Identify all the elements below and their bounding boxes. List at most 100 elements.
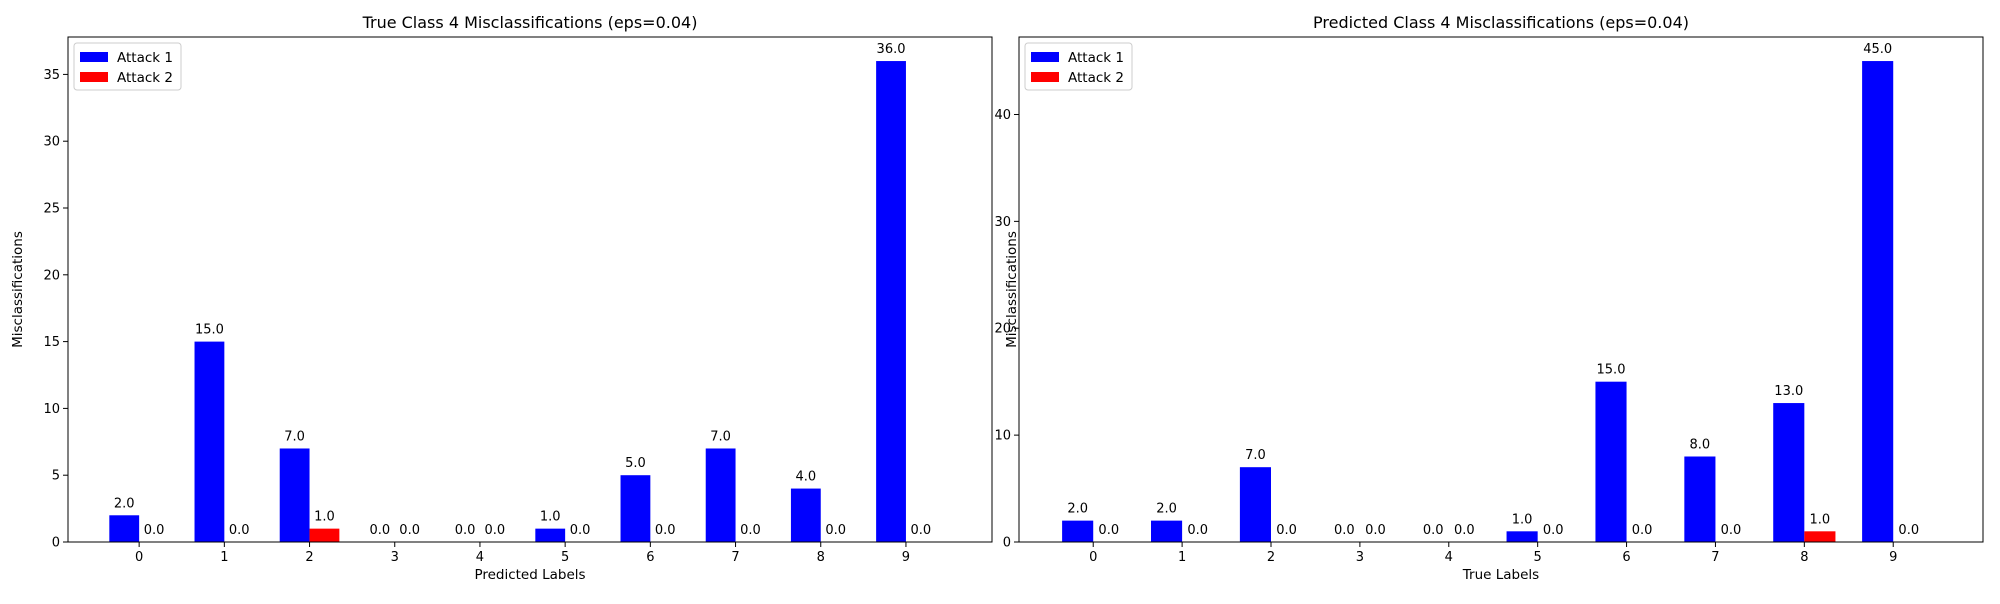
y-tick-label: 30 (994, 215, 1011, 230)
value-label: 7.0 (1245, 448, 1266, 463)
bar-attack-1-8 (1773, 403, 1805, 542)
value-label: 2.0 (1156, 502, 1177, 517)
bar-attack-1-7 (1684, 456, 1716, 542)
value-label: 0.0 (369, 523, 390, 538)
legend-swatch-attack-2 (1031, 72, 1059, 82)
value-label: 45.0 (1863, 42, 1892, 57)
value-label: 2.0 (114, 496, 135, 511)
x-tick-label: 4 (1445, 550, 1453, 565)
y-tick-label: 25 (43, 202, 60, 217)
y-axis-label: Misclassifications (1004, 231, 1020, 348)
x-tick-label: 1 (220, 550, 228, 565)
bar-attack-1-7 (705, 448, 736, 542)
y-axis-label: Misclassifications (10, 231, 26, 348)
value-label: 0.0 (1276, 523, 1297, 538)
value-label: 0.0 (1543, 523, 1564, 538)
x-tick-label: 6 (1622, 550, 1630, 565)
value-label: 1.0 (540, 510, 561, 525)
value-label: 0.0 (1187, 523, 1208, 538)
x-tick-label: 1 (1178, 550, 1186, 565)
value-label: 0.0 (1898, 523, 1919, 538)
bar-attack-1-0 (1062, 520, 1094, 542)
x-tick-label: 2 (305, 550, 313, 565)
value-label: 2.0 (1067, 502, 1088, 517)
y-tick-label: 5 (52, 469, 60, 484)
value-label: 4.0 (795, 470, 816, 485)
y-tick-label: 30 (43, 135, 60, 150)
x-axis-label: True Labels (1462, 567, 1539, 583)
legend-swatch-attack-1 (1031, 52, 1059, 62)
bar-attack-1-0 (109, 515, 140, 542)
legend-label: Attack 1 (117, 50, 173, 66)
value-label: 0.0 (1423, 523, 1444, 538)
x-tick-label: 8 (817, 550, 825, 565)
plot-frame (67, 36, 993, 543)
y-tick-label: 10 (43, 402, 60, 417)
x-tick-label: 6 (646, 550, 654, 565)
chart-title: True Class 4 Misclassifications (eps=0.0… (362, 13, 698, 32)
value-label: 0.0 (1098, 523, 1119, 538)
legend-swatch-attack-2 (80, 72, 108, 82)
chart-title: Predicted Class 4 Misclassifications (ep… (1313, 13, 1689, 32)
x-tick-label: 0 (135, 550, 143, 565)
bar-attack-2-2 (309, 528, 340, 542)
x-tick-label: 9 (1889, 550, 1897, 565)
bar-attack-1-5 (1506, 531, 1538, 542)
plot-frame (1018, 36, 1984, 543)
value-label: 1.0 (1512, 512, 1533, 527)
bar-attack-1-9 (1862, 61, 1894, 543)
value-label: 0.0 (1721, 523, 1742, 538)
value-label: 0.0 (570, 523, 591, 538)
value-label: 7.0 (284, 429, 305, 444)
value-label: 0.0 (1334, 523, 1355, 538)
x-tick-label: 8 (1800, 550, 1808, 565)
chart-panel-1: Predicted Class 4 Misclassifications (ep… (994, 13, 1984, 583)
legend-swatch-attack-1 (80, 52, 108, 62)
value-label: 15.0 (195, 323, 224, 338)
bar-attack-1-1 (194, 341, 225, 542)
y-tick-label: 15 (43, 335, 60, 350)
x-axis-label: Predicted Labels (474, 567, 585, 583)
y-tick-label: 20 (43, 268, 60, 283)
x-tick-label: 5 (561, 550, 569, 565)
bar-attack-1-6 (620, 475, 651, 542)
value-label: 0.0 (455, 523, 476, 538)
bar-attack-1-9 (876, 61, 906, 543)
value-label: 0.0 (911, 523, 932, 538)
bar-attack-1-8 (790, 488, 821, 542)
bar-attack-1-5 (535, 528, 566, 542)
bar-attack-1-6 (1595, 381, 1627, 542)
value-label: 1.0 (1810, 512, 1831, 527)
value-label: 36.0 (877, 42, 906, 57)
legend-label: Attack 2 (1068, 70, 1124, 86)
value-label: 0.0 (825, 523, 846, 538)
x-tick-label: 5 (1534, 550, 1542, 565)
legend-label: Attack 1 (1068, 50, 1124, 66)
value-label: 0.0 (1454, 523, 1475, 538)
y-tick-label: 10 (994, 429, 1011, 444)
y-tick-label: 20 (994, 322, 1011, 337)
x-tick-label: 7 (731, 550, 739, 565)
value-label: 7.0 (710, 429, 731, 444)
x-tick-label: 2 (1267, 550, 1275, 565)
value-label: 0.0 (399, 523, 420, 538)
value-label: 0.0 (1632, 523, 1653, 538)
x-tick-label: 3 (1356, 550, 1364, 565)
x-tick-label: 9 (902, 550, 910, 565)
bar-attack-1-2 (279, 448, 310, 542)
value-label: 0.0 (1365, 523, 1386, 538)
value-label: 8.0 (1690, 437, 1711, 452)
legend-label: Attack 2 (117, 70, 173, 86)
x-tick-label: 7 (1711, 550, 1719, 565)
value-label: 13.0 (1774, 384, 1803, 399)
value-label: 15.0 (1597, 363, 1626, 378)
bar-attack-1-1 (1151, 520, 1183, 542)
y-tick-label: 40 (994, 108, 1011, 123)
x-tick-label: 4 (476, 550, 484, 565)
value-label: 0.0 (144, 523, 165, 538)
x-tick-label: 0 (1089, 550, 1097, 565)
y-tick-label: 0 (1003, 536, 1011, 551)
value-label: 0.0 (229, 523, 250, 538)
